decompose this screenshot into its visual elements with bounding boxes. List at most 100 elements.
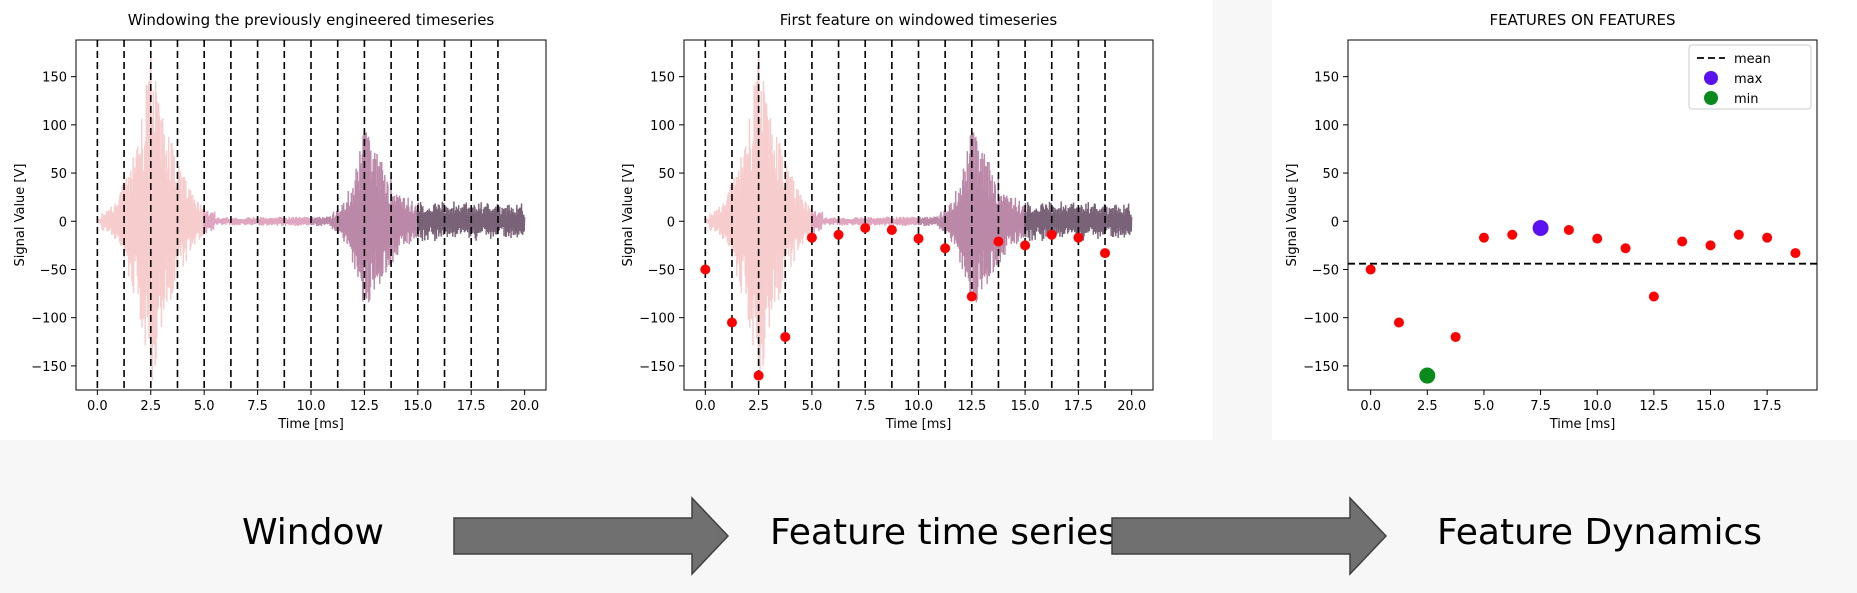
legend-max-swatch <box>1704 71 1718 85</box>
y-axis-label: Signal Value [V] <box>13 164 28 267</box>
y-tick-label: 150 <box>650 71 675 86</box>
x-tick-label: 20.0 <box>1117 399 1146 414</box>
x-tick-label: 15.0 <box>403 399 432 414</box>
y-tick-label: −50 <box>648 263 675 278</box>
y-tick-label: −50 <box>40 263 67 278</box>
legend-min-swatch <box>1704 91 1718 105</box>
y-tick-label: 50 <box>1322 167 1339 182</box>
min-point <box>1419 367 1436 384</box>
x-tick-label: 5.0 <box>1474 399 1495 414</box>
flow-label-feature-dynamics: Feature Dynamics <box>1437 512 1763 553</box>
x-tick-label: 15.0 <box>1696 399 1725 414</box>
y-tick-label: 150 <box>42 71 67 86</box>
feature-point <box>913 233 924 244</box>
feature-point <box>753 370 764 381</box>
feature-point <box>1648 291 1659 302</box>
y-tick-label: 0 <box>59 215 67 230</box>
feature-points <box>700 223 1111 381</box>
feature-point <box>1020 240 1031 251</box>
x-tick-label: 10.0 <box>904 399 933 414</box>
y-tick-label: −50 <box>1312 263 1339 278</box>
feature-point <box>1393 317 1404 328</box>
feature-point <box>806 232 817 243</box>
legend-box <box>1688 44 1812 110</box>
legend-label: mean <box>1734 52 1771 67</box>
feature-point <box>1563 224 1574 235</box>
y-tick-label: −100 <box>1303 312 1339 327</box>
x-tick-label: 2.5 <box>748 399 769 414</box>
legend-label: min <box>1734 92 1759 107</box>
feature-points <box>1365 223 1801 381</box>
chart-2-axes: First feature on windowed timeseries 0.0 2… <box>621 11 1146 432</box>
feature-point <box>1046 229 1057 240</box>
y-tick-label: −150 <box>31 360 67 375</box>
x-tick-label: 17.5 <box>457 399 486 414</box>
feature-point <box>1073 232 1084 243</box>
legend: mean max min <box>1688 44 1812 110</box>
x-tick-label: 12.5 <box>1639 399 1668 414</box>
signal-peak <box>971 131 975 297</box>
feature-point <box>700 264 711 275</box>
feature-point <box>1478 232 1489 243</box>
feature-point <box>1507 229 1518 240</box>
x-tick-label: 5.0 <box>194 399 215 414</box>
x-tick-label: 7.5 <box>1530 399 1551 414</box>
x-tick-label: 0.0 <box>695 399 716 414</box>
x-tick-label: 5.0 <box>802 399 823 414</box>
y-tick-label: 50 <box>50 167 67 182</box>
feature-point <box>993 236 1004 247</box>
feature-point <box>1790 248 1801 259</box>
y-tick-label: 50 <box>658 167 675 182</box>
flow-arrow-1 <box>453 496 730 576</box>
x-tick-label: 15.0 <box>1011 399 1040 414</box>
feature-point <box>1100 248 1111 259</box>
x-tick-label: 2.5 <box>140 399 161 414</box>
y-tick-label: −100 <box>31 312 67 327</box>
y-axis-label: Signal Value [V] <box>621 164 636 267</box>
x-tick-label: 17.5 <box>1753 399 1782 414</box>
x-axis-label: Time [ms] <box>1549 417 1616 432</box>
x-tick-label: 12.5 <box>350 399 379 414</box>
x-tick-label: 0.0 <box>1360 399 1381 414</box>
feature-point <box>780 331 791 342</box>
y-tick-label: 100 <box>650 119 675 134</box>
y-tick-label: 100 <box>1314 119 1339 134</box>
feature-point <box>1450 331 1461 342</box>
feature-point <box>1733 229 1744 240</box>
x-tick-label: 20.0 <box>510 399 539 414</box>
legend-label: max <box>1734 72 1763 87</box>
x-tick-label: 17.5 <box>1064 399 1093 414</box>
feature-point <box>1705 240 1716 251</box>
flow-label-window: Window <box>242 512 384 553</box>
feature-point <box>1677 236 1688 247</box>
feature-point <box>726 317 737 328</box>
x-axis-label: Time [ms] <box>885 417 952 432</box>
signal-trace <box>704 57 1133 381</box>
chart-3-axes: FEATURES ON FEATURES 0.0 2.5 5.0 7.5 10.0 12.5… <box>1285 11 1782 432</box>
x-tick-label: 2.5 <box>1417 399 1438 414</box>
feature-point <box>1620 243 1631 254</box>
chart-title: Windowing the previously engineered time… <box>128 11 495 29</box>
y-tick-label: −100 <box>639 312 675 327</box>
chart-1-axes: Windowing the previously engineered time… <box>13 11 539 432</box>
chart-title: FEATURES ON FEATURES <box>1489 11 1675 29</box>
y-tick-label: 0 <box>667 215 675 230</box>
y-tick-label: 150 <box>1314 71 1339 86</box>
x-axis-label: Time [ms] <box>277 417 344 432</box>
feature-point <box>1365 264 1376 275</box>
max-point <box>1532 220 1549 237</box>
feature-point <box>1762 232 1773 243</box>
feature-point <box>966 291 977 302</box>
y-tick-label: 100 <box>42 119 67 134</box>
signal-peak <box>363 131 367 297</box>
feature-point <box>833 229 844 240</box>
y-tick-label: −150 <box>639 360 675 375</box>
x-tick-label: 10.0 <box>297 399 326 414</box>
y-tick-label: 0 <box>1331 215 1339 230</box>
window-boundaries <box>96 40 499 390</box>
chart-3-frame <box>1347 39 1818 391</box>
x-tick-label: 12.5 <box>957 399 986 414</box>
x-tick-label: 0.0 <box>87 399 108 414</box>
y-axis-label: Signal Value [V] <box>1285 164 1300 267</box>
